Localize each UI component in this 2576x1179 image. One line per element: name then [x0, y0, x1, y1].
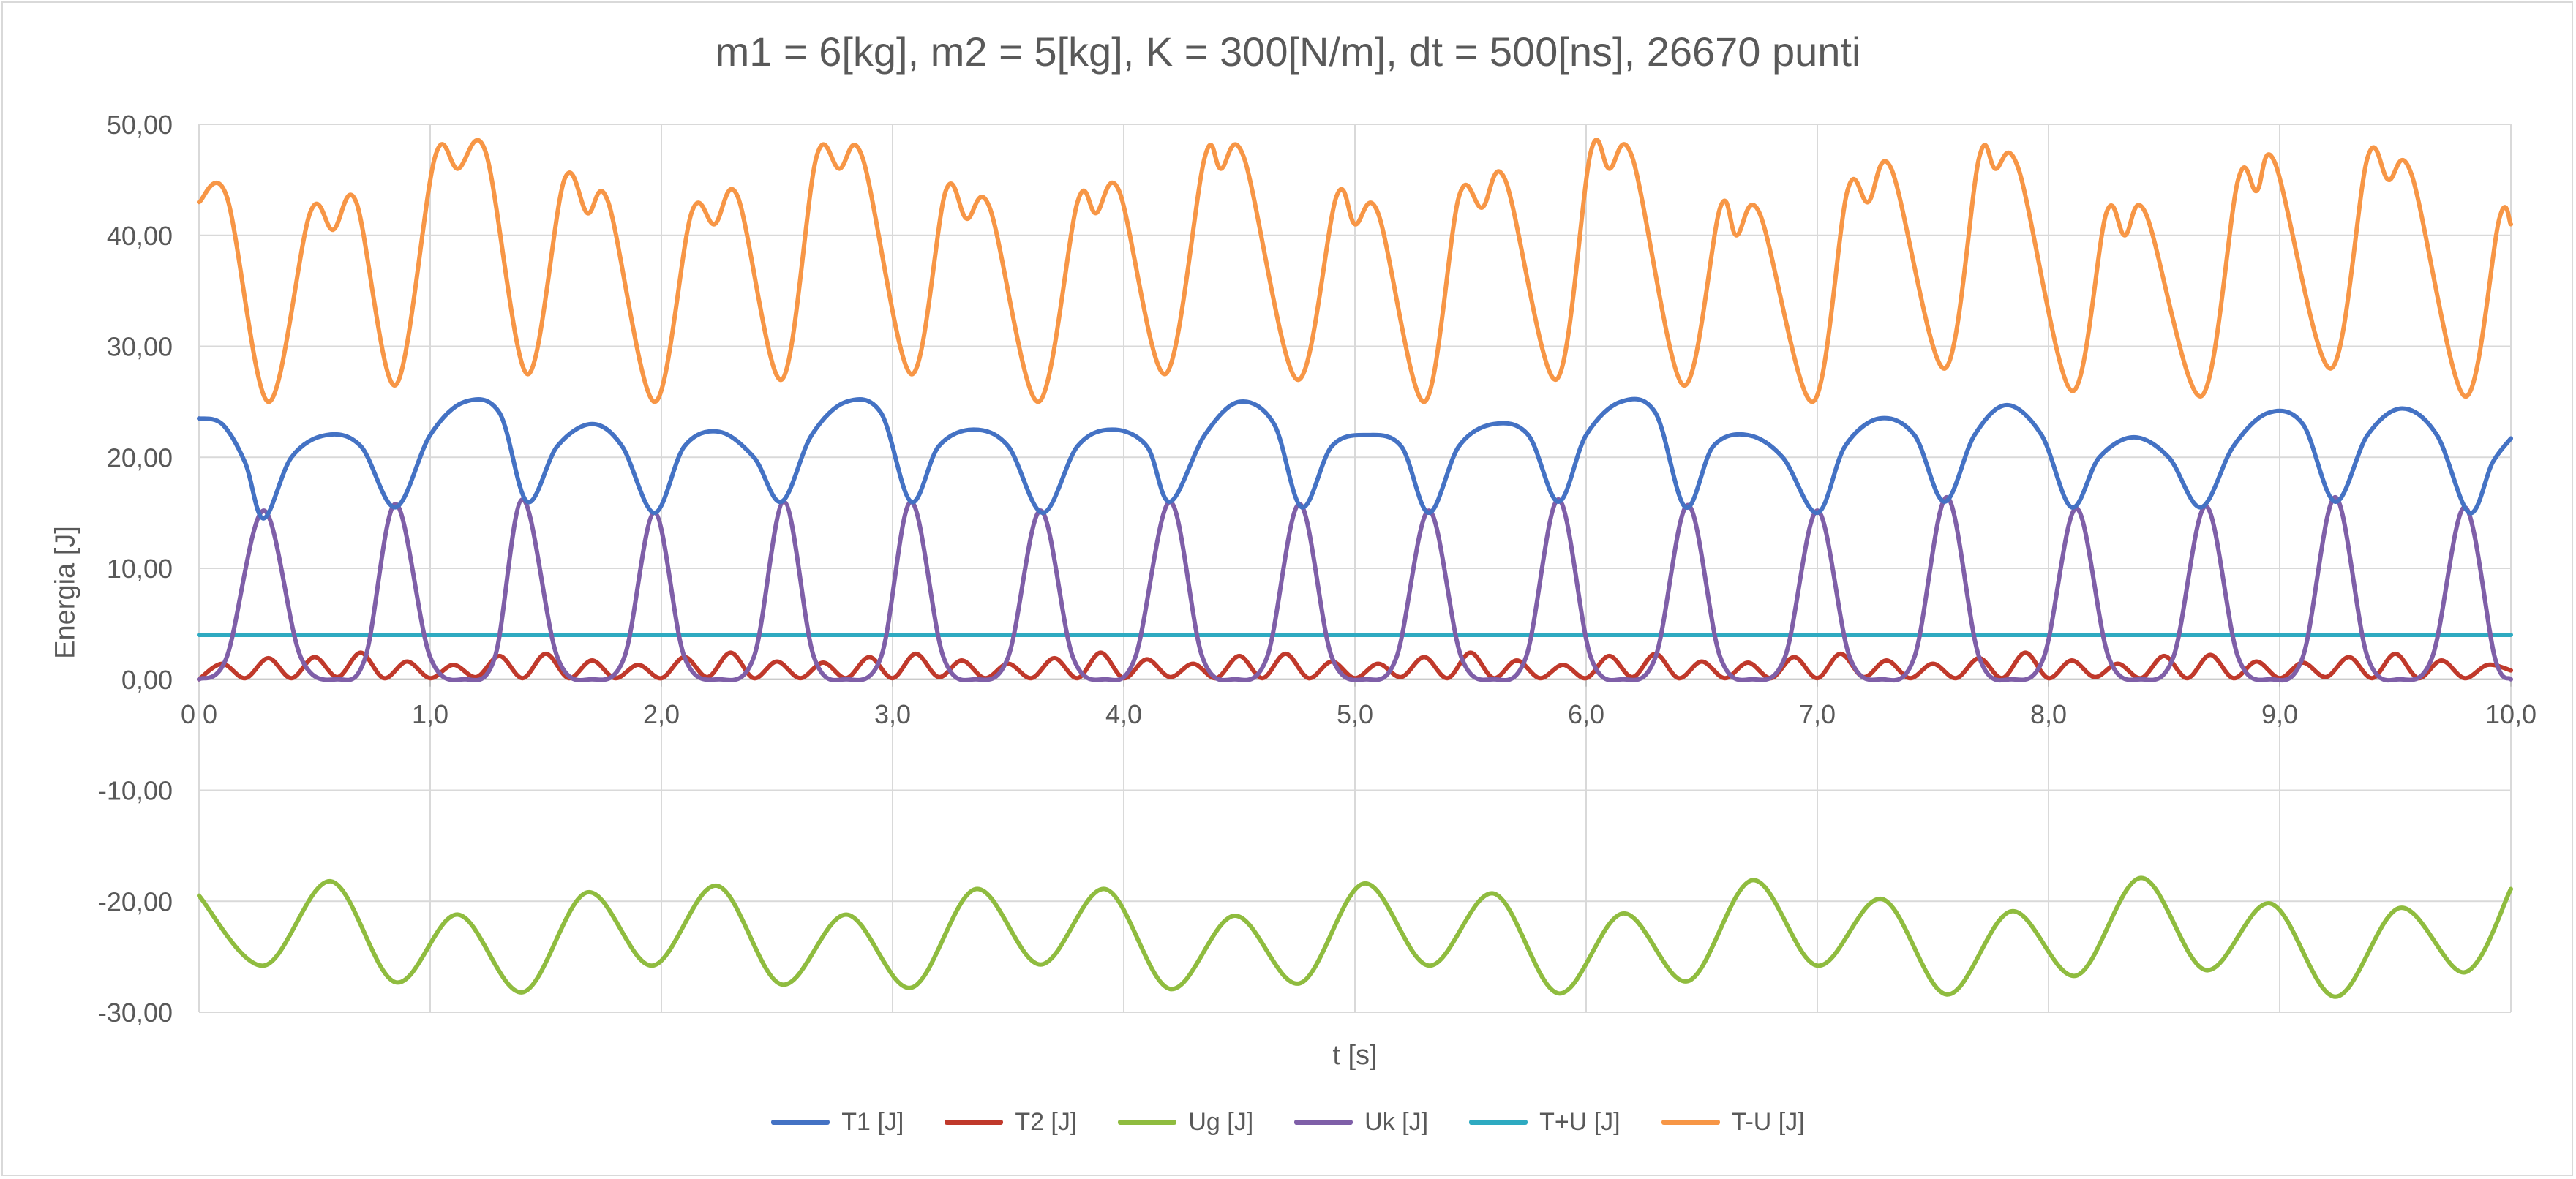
- x-axis-title: t [s]: [1332, 1040, 1378, 1071]
- y-tick-label: 10,00: [107, 554, 173, 584]
- legend-label: T1 [J]: [841, 1108, 904, 1136]
- series-line-t-u-j: [197, 138, 2513, 404]
- legend-swatch: [771, 1120, 830, 1125]
- series-line-uk-j: [197, 494, 2513, 683]
- series-line-t1-j: [197, 396, 2513, 521]
- y-tick-label: 30,00: [107, 332, 173, 362]
- x-tick-label: 4,0: [1105, 699, 1142, 729]
- x-tick-label: 9,0: [2261, 699, 2298, 729]
- legend-item: T2 [J]: [945, 1108, 1077, 1137]
- legend: T1 [J] T2 [J] Ug [J] Uk [J] T+U [J] T-U [J]: [0, 1108, 2576, 1137]
- x-tick-label: 10,0: [2485, 699, 2536, 729]
- x-tick-label: 2,0: [643, 699, 680, 729]
- x-tick-label: 5,0: [1337, 699, 1373, 729]
- y-tick-label: -30,00: [98, 998, 173, 1028]
- legend-swatch: [1118, 1120, 1177, 1125]
- y-tick-label: 50,00: [107, 110, 173, 140]
- legend-item: T1 [J]: [771, 1108, 904, 1137]
- legend-swatch: [1469, 1120, 1528, 1125]
- legend-label: T2 [J]: [1015, 1108, 1078, 1136]
- y-tick-label: -20,00: [98, 886, 173, 916]
- legend-swatch: [1294, 1120, 1353, 1125]
- x-tick-label: 1,0: [412, 699, 448, 729]
- legend-swatch: [1661, 1120, 1720, 1125]
- series-line-ug-j: [197, 875, 2513, 999]
- y-tick-label: 0,00: [121, 665, 173, 695]
- y-tick-label: -10,00: [98, 776, 173, 806]
- legend-item: Uk [J]: [1294, 1108, 1428, 1137]
- legend-item: T-U [J]: [1661, 1108, 1805, 1137]
- x-tick-label: 7,0: [1799, 699, 1836, 729]
- legend-label: T-U [J]: [1731, 1108, 1805, 1136]
- x-tick-label: 8,0: [2030, 699, 2067, 729]
- y-tick-label: 20,00: [107, 442, 173, 472]
- legend-label: Uk [J]: [1364, 1108, 1429, 1136]
- legend-label: T+U [J]: [1539, 1108, 1621, 1136]
- legend-item: Ug [J]: [1118, 1108, 1253, 1137]
- x-tick-label: 6,0: [1568, 699, 1604, 729]
- x-tick-label: 3,0: [874, 699, 911, 729]
- legend-swatch: [945, 1120, 1004, 1125]
- chart-title: m1 = 6[kg], m2 = 5[kg], K = 300[N/m], dt…: [715, 29, 1861, 75]
- y-tick-label: 40,00: [107, 221, 173, 251]
- legend-item: T+U [J]: [1469, 1108, 1621, 1137]
- legend-label: Ug [J]: [1188, 1108, 1254, 1136]
